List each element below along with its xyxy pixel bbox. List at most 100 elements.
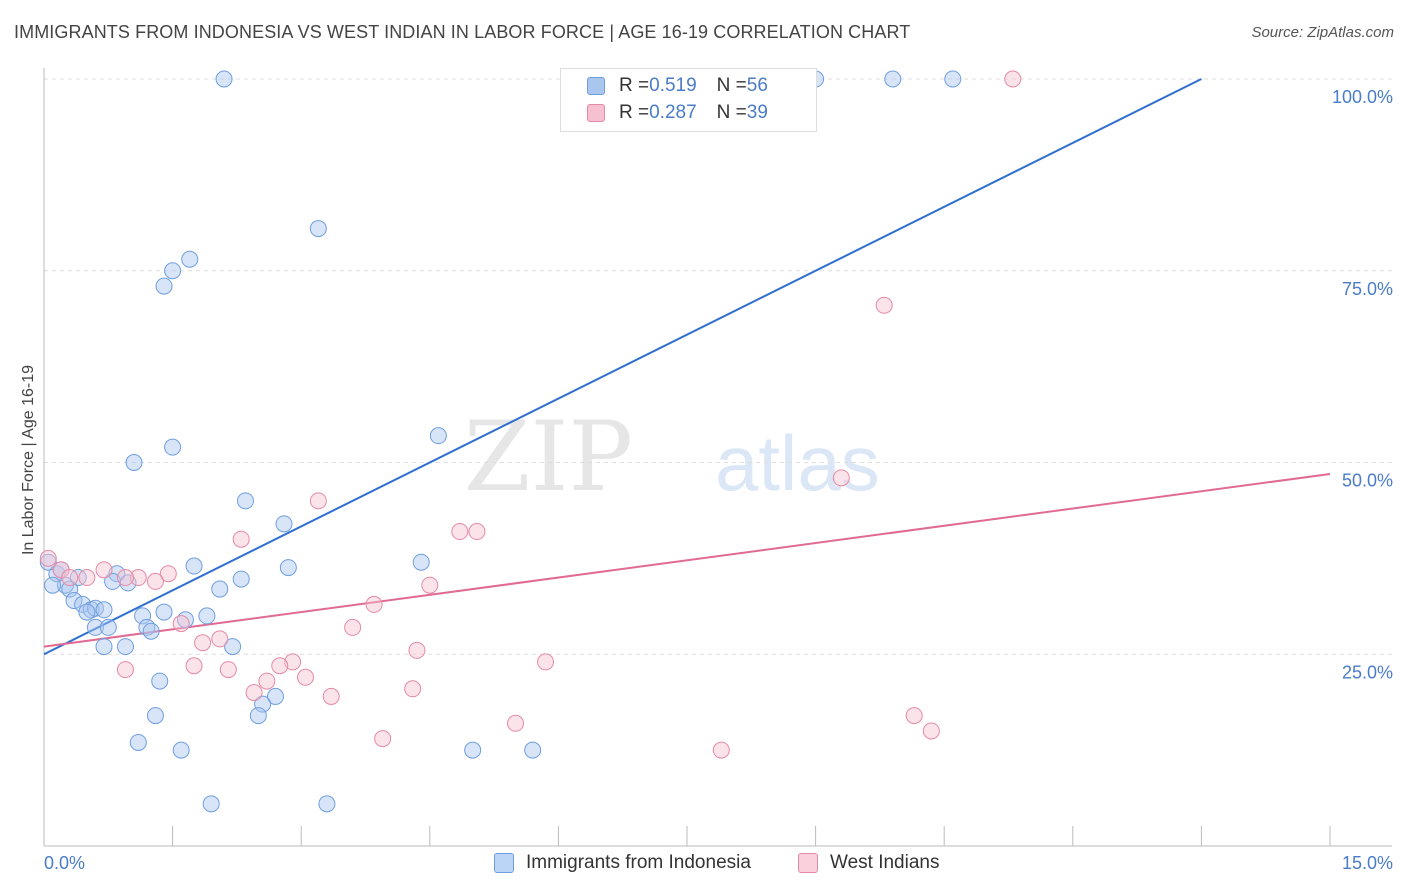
- legend-swatch-indonesia: [587, 77, 605, 95]
- legend-n-value: 56: [746, 75, 768, 96]
- point-indonesia: [65, 592, 83, 610]
- data-points: [39, 70, 1022, 813]
- y-axis-tick-labels: 25.0% 50.0% 75.0% 100.0%: [1332, 87, 1393, 682]
- point-west-indians: [95, 561, 113, 579]
- point-west-indians: [507, 714, 525, 732]
- point-west-indians: [271, 657, 289, 675]
- bottom-legend-indonesia: Immigrants from Indonesia: [494, 852, 751, 874]
- point-west-indians: [408, 641, 426, 659]
- legend-row-west-indians: R = 0.287 N = 39: [587, 100, 768, 126]
- y-tick-label: 75.0%: [1342, 279, 1393, 299]
- point-west-indians: [374, 730, 392, 748]
- y-tick-label: 25.0%: [1342, 662, 1393, 682]
- point-indonesia: [318, 795, 336, 813]
- point-west-indians: [712, 741, 730, 759]
- point-indonesia: [44, 576, 62, 594]
- point-indonesia: [151, 672, 169, 690]
- legend-r-value: 0.287: [649, 102, 697, 123]
- x-tick-label-max: 15.0%: [1342, 853, 1393, 873]
- point-indonesia: [309, 220, 327, 238]
- point-indonesia: [429, 427, 447, 445]
- point-west-indians: [185, 657, 203, 675]
- point-indonesia: [202, 795, 220, 813]
- point-indonesia: [99, 618, 117, 636]
- point-indonesia: [74, 595, 92, 613]
- point-indonesia: [116, 638, 134, 656]
- point-indonesia: [164, 262, 182, 280]
- point-indonesia: [211, 580, 229, 598]
- legend-r-value: 0.519: [649, 75, 697, 96]
- point-west-indians: [219, 661, 237, 679]
- point-west-indians: [232, 530, 250, 548]
- point-west-indians: [159, 565, 177, 583]
- point-west-indians: [245, 684, 263, 702]
- point-indonesia: [86, 599, 104, 617]
- point-indonesia: [884, 70, 902, 88]
- point-indonesia: [279, 559, 297, 577]
- point-indonesia: [129, 733, 147, 751]
- point-west-indians: [922, 722, 940, 740]
- point-west-indians: [537, 653, 555, 671]
- point-west-indians: [211, 630, 229, 648]
- point-indonesia: [464, 741, 482, 759]
- point-west-indians: [116, 661, 134, 679]
- legend-n-value: 39: [746, 102, 768, 123]
- point-west-indians: [39, 549, 57, 567]
- point-west-indians: [172, 615, 190, 633]
- point-west-indians: [258, 672, 276, 690]
- watermark-zip: ZIP: [464, 401, 633, 513]
- point-indonesia: [198, 607, 216, 625]
- point-indonesia: [266, 687, 284, 705]
- legend-n-label: N =: [716, 75, 747, 96]
- point-indonesia: [95, 638, 113, 656]
- point-west-indians: [1004, 70, 1022, 88]
- point-indonesia: [249, 707, 267, 725]
- point-indonesia: [95, 601, 113, 619]
- point-indonesia: [78, 603, 96, 621]
- point-indonesia: [232, 570, 250, 588]
- point-west-indians: [129, 569, 147, 587]
- x-axis-ticks: [43, 826, 1331, 846]
- point-indonesia: [125, 454, 143, 471]
- point-west-indians: [344, 618, 362, 636]
- point-indonesia: [185, 557, 203, 575]
- point-indonesia: [164, 438, 182, 456]
- point-west-indians: [78, 569, 96, 587]
- point-indonesia: [39, 553, 57, 571]
- y-tick-label: 50.0%: [1342, 471, 1393, 491]
- point-indonesia: [172, 741, 190, 759]
- point-west-indians: [146, 572, 164, 590]
- legend-r-label: R =: [619, 75, 650, 96]
- point-indonesia: [155, 277, 173, 295]
- bottom-legend-label-indonesia: Immigrants from Indonesia: [526, 852, 751, 873]
- point-indonesia: [146, 707, 164, 725]
- point-west-indians: [194, 634, 212, 652]
- point-indonesia: [108, 565, 126, 583]
- trend-lines: [43, 78, 1331, 656]
- axes: [43, 68, 1392, 847]
- source-credit: Source: ZipAtlas.com: [1251, 24, 1394, 41]
- point-west-indians: [61, 569, 79, 587]
- y-axis-label: In Labor Force | Age 16-19: [20, 365, 37, 555]
- legend-row-indonesia: R = 0.519 N = 56: [587, 73, 768, 99]
- point-west-indians: [468, 523, 486, 541]
- bottom-legend-swatch-west-indians: [798, 853, 818, 873]
- point-west-indians: [421, 576, 439, 594]
- stats-legend: R = 0.519 N = 56 R = 0.287 N = 39: [560, 68, 817, 132]
- bottom-legend-swatch-indonesia: [494, 853, 514, 873]
- gridlines: [44, 78, 1392, 655]
- point-indonesia: [142, 622, 160, 640]
- point-west-indians: [365, 595, 383, 613]
- point-indonesia: [224, 638, 242, 656]
- point-indonesia: [412, 553, 430, 571]
- bottom-legend-west-indians: West Indians: [798, 852, 939, 874]
- point-west-indians: [309, 492, 327, 510]
- point-west-indians: [404, 680, 422, 698]
- point-west-indians: [284, 653, 302, 671]
- point-indonesia: [944, 70, 962, 88]
- point-west-indians: [832, 469, 850, 487]
- legend-r-label: R =: [619, 102, 650, 123]
- point-indonesia: [215, 70, 233, 88]
- bottom-legend-label-west-indians: West Indians: [830, 852, 940, 873]
